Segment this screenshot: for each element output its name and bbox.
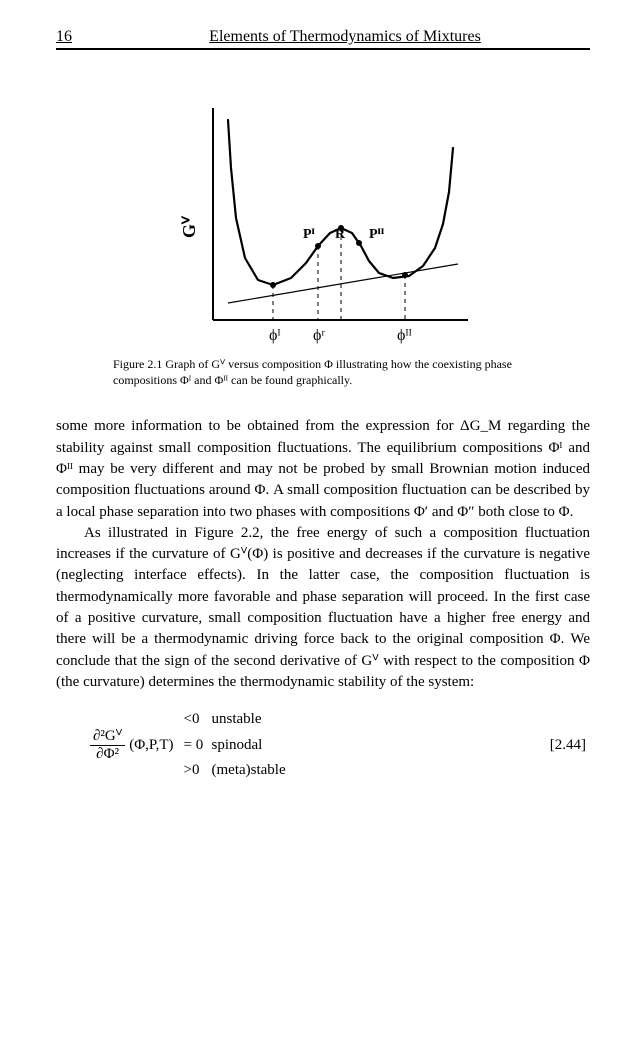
page-number: 16: [56, 28, 100, 46]
figure-block: Gⱽ Pᴵ R Pᴵᴵ ϕᴵ ϕʳ ϕᴵᴵ Figure 2.1 Graph of Gⱽ v…: [56, 88, 590, 402]
equation-op: = 0: [184, 733, 212, 759]
svg-text:ϕᴵ: ϕᴵ: [269, 327, 281, 344]
equation-row: <0 unstable: [184, 707, 332, 733]
equation-fraction: ∂²Gⱽ ∂Φ²: [90, 728, 125, 762]
running-title: Elements of Thermodynamics of Mixtures: [100, 28, 590, 46]
equation-block: ∂²Gⱽ ∂Φ² (Φ,P,T) <0 unstable = 0 spinoda…: [56, 707, 590, 784]
equation-denominator: ∂Φ²: [93, 746, 122, 763]
figure-caption: Figure 2.1 Graph of Gⱽ versus compositio…: [113, 356, 533, 388]
body-text: some more information to be obtained fro…: [56, 416, 590, 693]
svg-text:Gⱽ: Gⱽ: [179, 215, 199, 238]
equation-op: >0: [184, 758, 212, 784]
paragraph-1: some more information to be obtained fro…: [56, 416, 590, 522]
equation-args: (Φ,P,T): [129, 737, 173, 754]
svg-text:ϕᴵᴵ: ϕᴵᴵ: [397, 327, 412, 344]
equation-row: >0 (meta)stable: [184, 758, 332, 784]
running-head: 16 Elements of Thermodynamics of Mixture…: [56, 28, 590, 50]
equation-label: (meta)stable: [212, 758, 332, 784]
svg-text:Pᴵᴵ: Pᴵᴵ: [369, 227, 385, 242]
svg-text:ϕʳ: ϕʳ: [313, 327, 325, 344]
figure-caption-prefix: Figure 2.1: [113, 357, 165, 371]
svg-text:Pᴵ: Pᴵ: [303, 227, 316, 242]
page: 16 Elements of Thermodynamics of Mixture…: [0, 0, 638, 1053]
equation-number: [2.44]: [550, 737, 590, 754]
equation-row: = 0 spinodal: [184, 733, 332, 759]
equation-op: <0: [184, 707, 212, 733]
equation-label: unstable: [212, 707, 332, 733]
equation-label: spinodal: [212, 733, 332, 759]
equation-conditions: <0 unstable = 0 spinodal >0 (meta)stable: [184, 707, 332, 784]
gv-phi-chart: Gⱽ Pᴵ R Pᴵᴵ ϕᴵ ϕʳ ϕᴵᴵ: [173, 88, 473, 348]
figure-caption-body: Graph of Gⱽ versus composition Φ illustr…: [113, 357, 512, 387]
svg-text:R: R: [335, 227, 346, 242]
equation-numerator: ∂²Gⱽ: [90, 728, 125, 746]
paragraph-2: As illustrated in Figure 2.2, the free e…: [56, 523, 590, 693]
